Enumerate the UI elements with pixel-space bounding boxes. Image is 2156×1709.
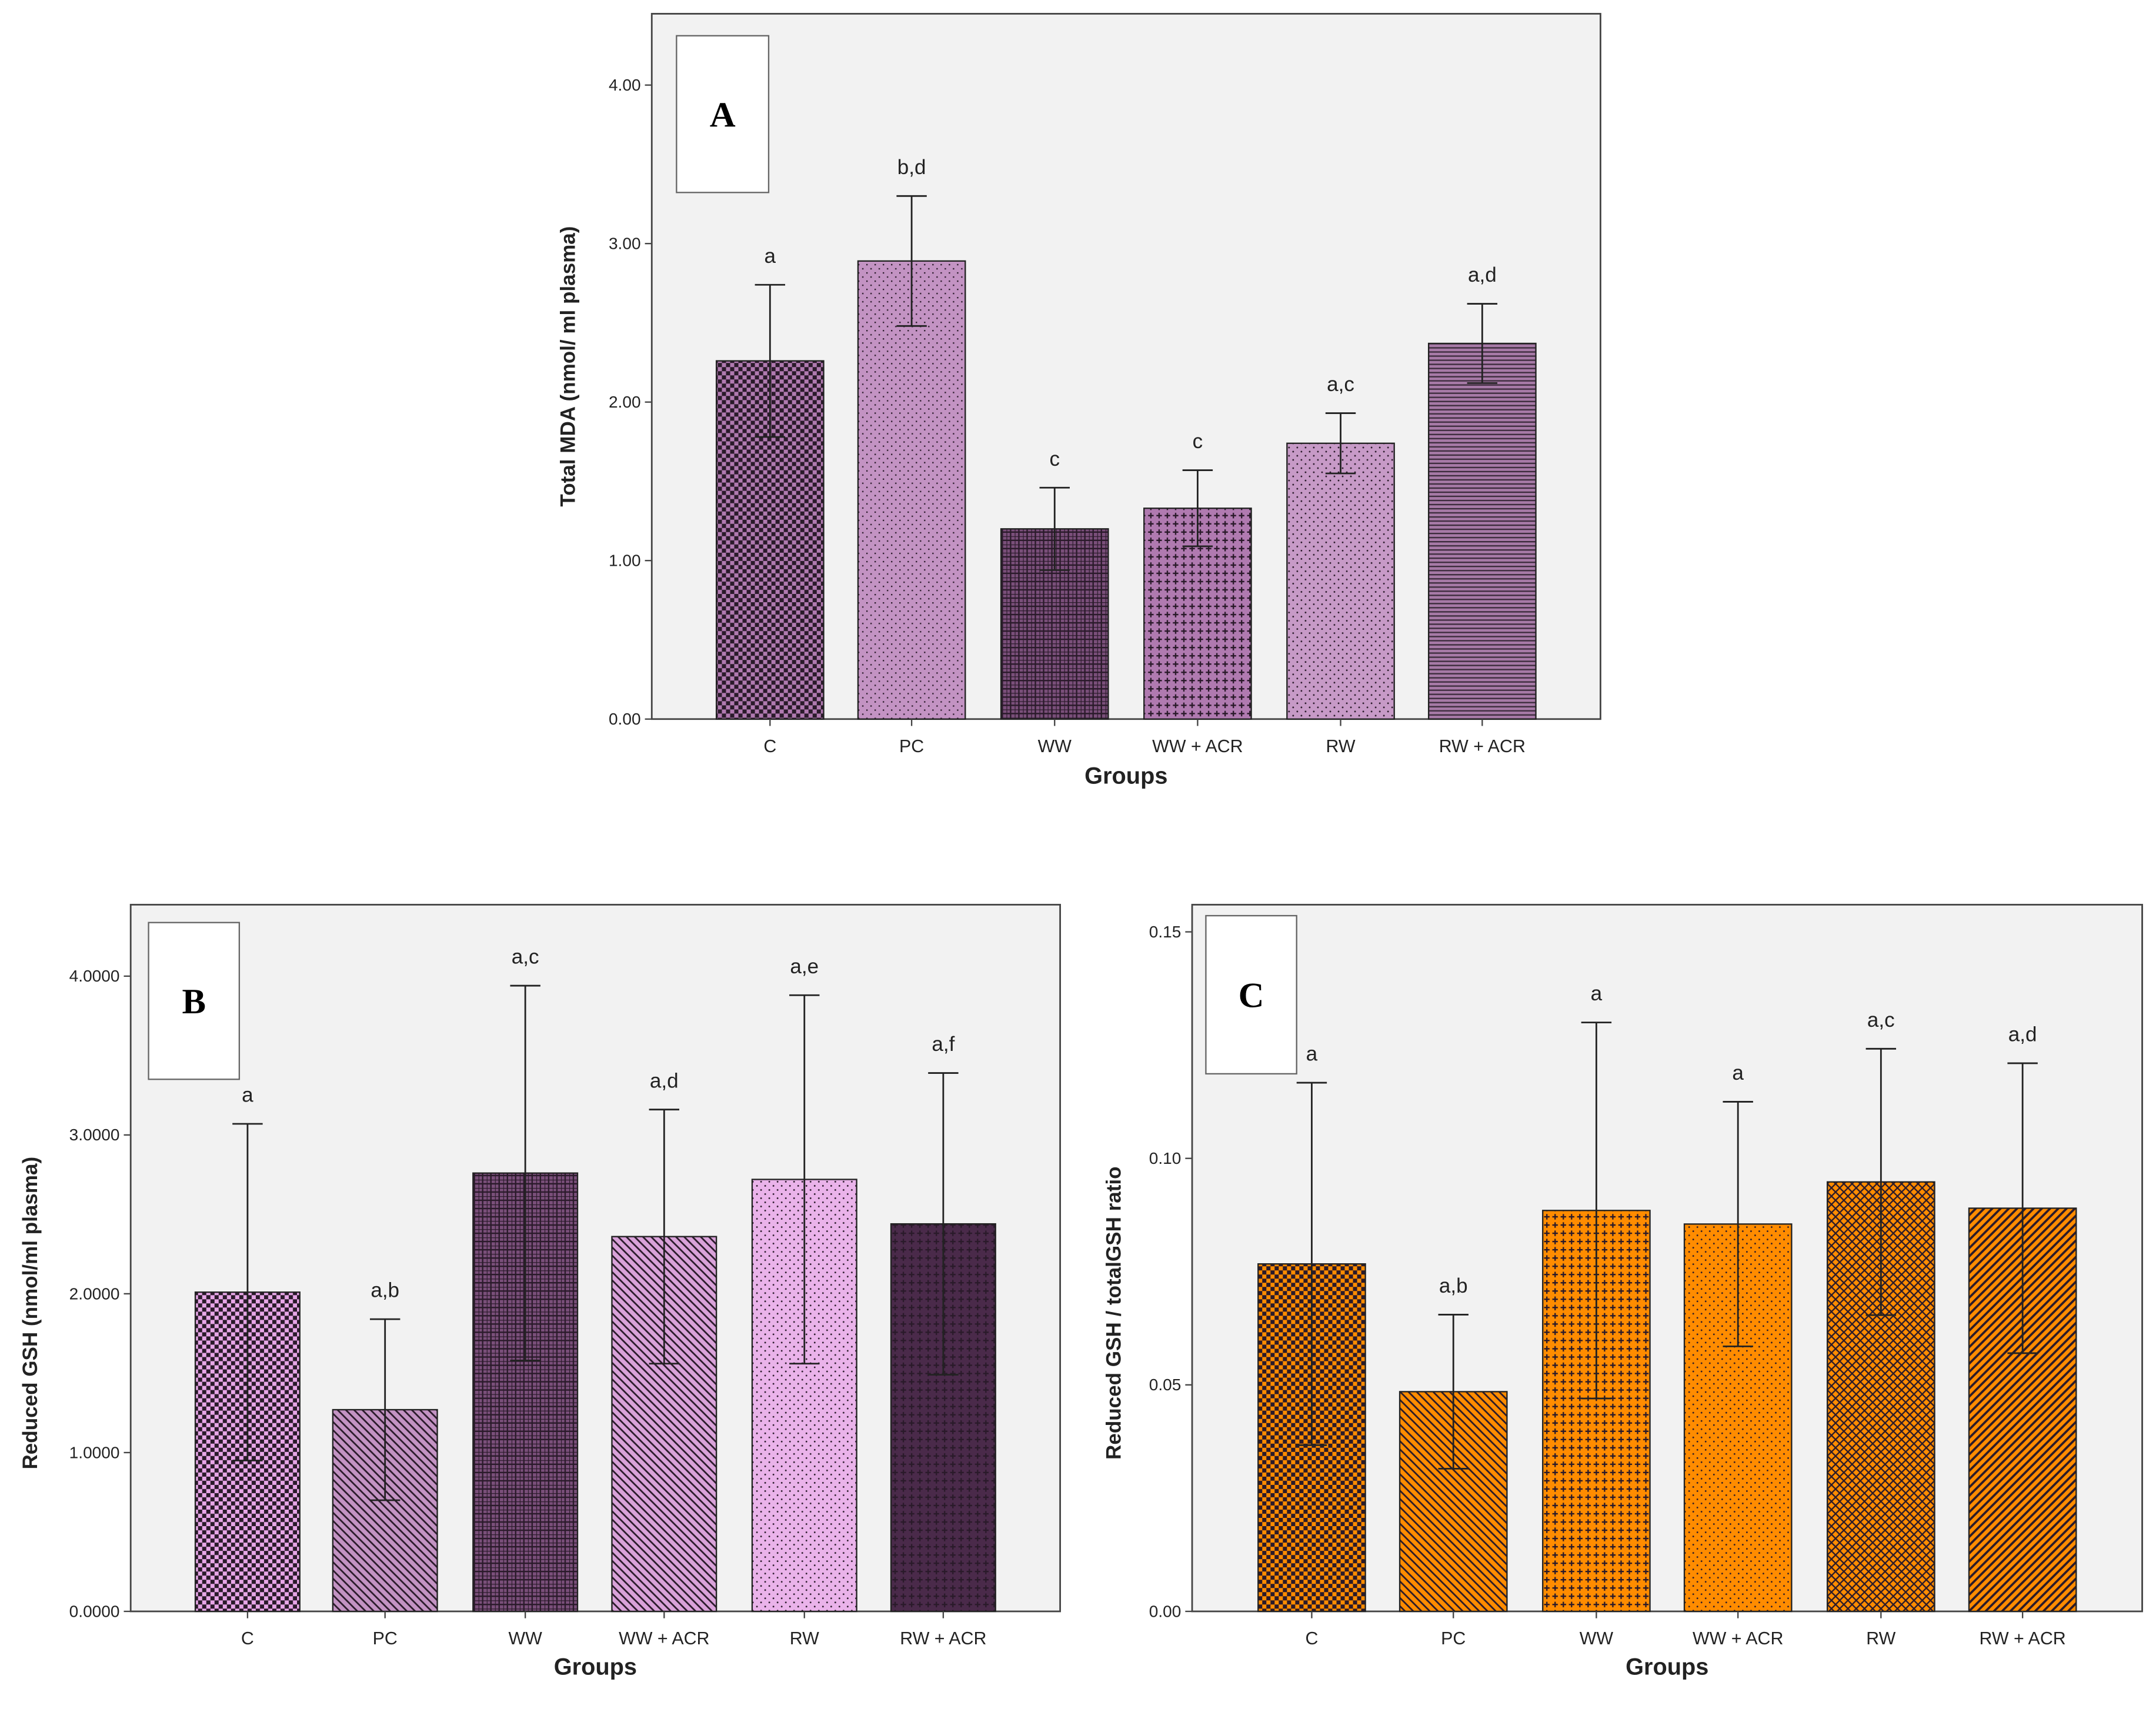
y-tick-label: 3.00 bbox=[609, 235, 641, 253]
significance-label: a,c bbox=[1867, 1009, 1895, 1032]
y-tick-label: 0.00 bbox=[1149, 1602, 1182, 1620]
significance-label: a,d bbox=[650, 1069, 679, 1092]
y-axis-title: Total MDA (nmol/ ml plasma) bbox=[556, 226, 579, 507]
y-tick-label: 0.00 bbox=[609, 710, 641, 728]
panel-label: C bbox=[1239, 976, 1264, 1016]
x-tick-label: RW bbox=[790, 1628, 819, 1648]
x-tick-label: RW bbox=[1866, 1628, 1895, 1648]
significance-label: a bbox=[1306, 1043, 1318, 1066]
x-axis-title: Groups bbox=[554, 1654, 637, 1680]
significance-label: a,b bbox=[1439, 1274, 1468, 1297]
significance-label: a,e bbox=[790, 955, 819, 978]
panel-label-box bbox=[676, 35, 770, 193]
x-axis-title: Groups bbox=[1084, 763, 1167, 789]
significance-label: a,c bbox=[1327, 373, 1354, 396]
y-axis-title: Reduced GSH / totalGSH ratio bbox=[1102, 1166, 1125, 1460]
error-bar bbox=[1438, 1314, 1469, 1470]
error-bar bbox=[1467, 303, 1498, 384]
y-tick-label: 0.0000 bbox=[69, 1602, 120, 1620]
x-tick-label: C bbox=[241, 1628, 254, 1648]
y-tick-label: 1.0000 bbox=[69, 1443, 120, 1461]
significance-label: a bbox=[1732, 1062, 1744, 1084]
error-bar bbox=[2007, 1062, 2038, 1354]
y-tick-label: 3.0000 bbox=[69, 1126, 120, 1144]
x-tick-label: PC bbox=[899, 736, 924, 756]
significance-label: a bbox=[1591, 982, 1603, 1005]
x-tick-label: RW + ACR bbox=[1980, 1628, 2066, 1648]
x-tick-label: PC bbox=[1441, 1628, 1466, 1648]
error-bar bbox=[369, 1318, 401, 1501]
x-tick-label: WW bbox=[1038, 736, 1072, 756]
significance-label: a,d bbox=[2008, 1023, 2037, 1046]
error-bar bbox=[1723, 1101, 1753, 1347]
significance-label: a,d bbox=[1468, 263, 1497, 286]
y-tick-label: 4.0000 bbox=[69, 967, 120, 985]
x-tick-label: RW + ACR bbox=[900, 1628, 986, 1648]
error-bar bbox=[1325, 412, 1356, 475]
error-bar bbox=[1865, 1047, 1897, 1316]
error-bar bbox=[896, 195, 927, 327]
x-tick-label: PC bbox=[373, 1628, 398, 1648]
error-bar bbox=[1182, 469, 1213, 548]
chart-panel-c: 0.00 0.05 0.10 0.15 Ca Ca,b PC a WW a WW + ACR a,c R… bbox=[1102, 903, 2143, 1680]
error-bar bbox=[1296, 1082, 1327, 1446]
significance-label: a,c bbox=[512, 946, 539, 969]
significance-label: c bbox=[1193, 430, 1203, 453]
y-tick-label: 2.00 bbox=[609, 393, 641, 411]
x-tick-label: RW + ACR bbox=[1439, 736, 1526, 756]
x-tick-label: C bbox=[763, 736, 776, 756]
panel-label-box bbox=[148, 922, 241, 1080]
error-bar bbox=[232, 1123, 263, 1461]
panel-label-box bbox=[1205, 914, 1297, 1075]
y-tick-label: 4.00 bbox=[609, 76, 641, 94]
y-tick-label: 0.05 bbox=[1149, 1376, 1182, 1394]
bar-pc bbox=[857, 260, 966, 720]
y-axis-title: Reduced GSH (nmol/ml plasma) bbox=[19, 1157, 42, 1470]
x-tick-label: WW bbox=[508, 1628, 542, 1648]
x-tick-label: WW + ACR bbox=[1152, 736, 1243, 756]
bar-rw bbox=[1286, 442, 1395, 720]
y-tick-label: 0.15 bbox=[1149, 923, 1182, 941]
y-tick-label: 2.0000 bbox=[69, 1284, 120, 1303]
bar-rw-acr bbox=[1427, 342, 1537, 720]
significance-label: a bbox=[242, 1084, 253, 1107]
error-bar bbox=[649, 1109, 680, 1365]
significance-label: c bbox=[1049, 448, 1060, 470]
error-bar bbox=[755, 283, 786, 438]
chart-panel-a: 0.00 1.00 2.00 3.00 4.00 Aa Cb,d PC c WW c WW + ACR… bbox=[556, 12, 1601, 789]
error-bar bbox=[1039, 486, 1070, 571]
x-tick-label: RW bbox=[1326, 736, 1356, 756]
error-bar bbox=[789, 994, 820, 1365]
error-bar bbox=[1581, 1022, 1612, 1400]
error-bar bbox=[928, 1072, 959, 1376]
panel-label: B bbox=[182, 982, 206, 1022]
y-tick-label: 0.10 bbox=[1149, 1149, 1182, 1167]
significance-label: a,b bbox=[371, 1279, 399, 1302]
x-tick-label: C bbox=[1305, 1628, 1318, 1648]
significance-label: a bbox=[765, 245, 776, 268]
significance-label: a,f bbox=[932, 1033, 954, 1056]
x-tick-label: WW + ACR bbox=[619, 1628, 709, 1648]
error-bar bbox=[510, 984, 540, 1361]
y-tick-label: 1.00 bbox=[609, 552, 641, 570]
panel-label: A bbox=[710, 95, 736, 135]
chart-panel-b: 0.0000 1.0000 2.0000 3.0000 4.0000 Ba Ca,b PC a,… bbox=[19, 903, 1062, 1680]
significance-label: b,d bbox=[897, 156, 926, 179]
x-tick-label: WW + ACR bbox=[1693, 1628, 1783, 1648]
x-axis-title: Groups bbox=[1626, 1654, 1708, 1680]
x-tick-label: WW bbox=[1580, 1628, 1614, 1648]
